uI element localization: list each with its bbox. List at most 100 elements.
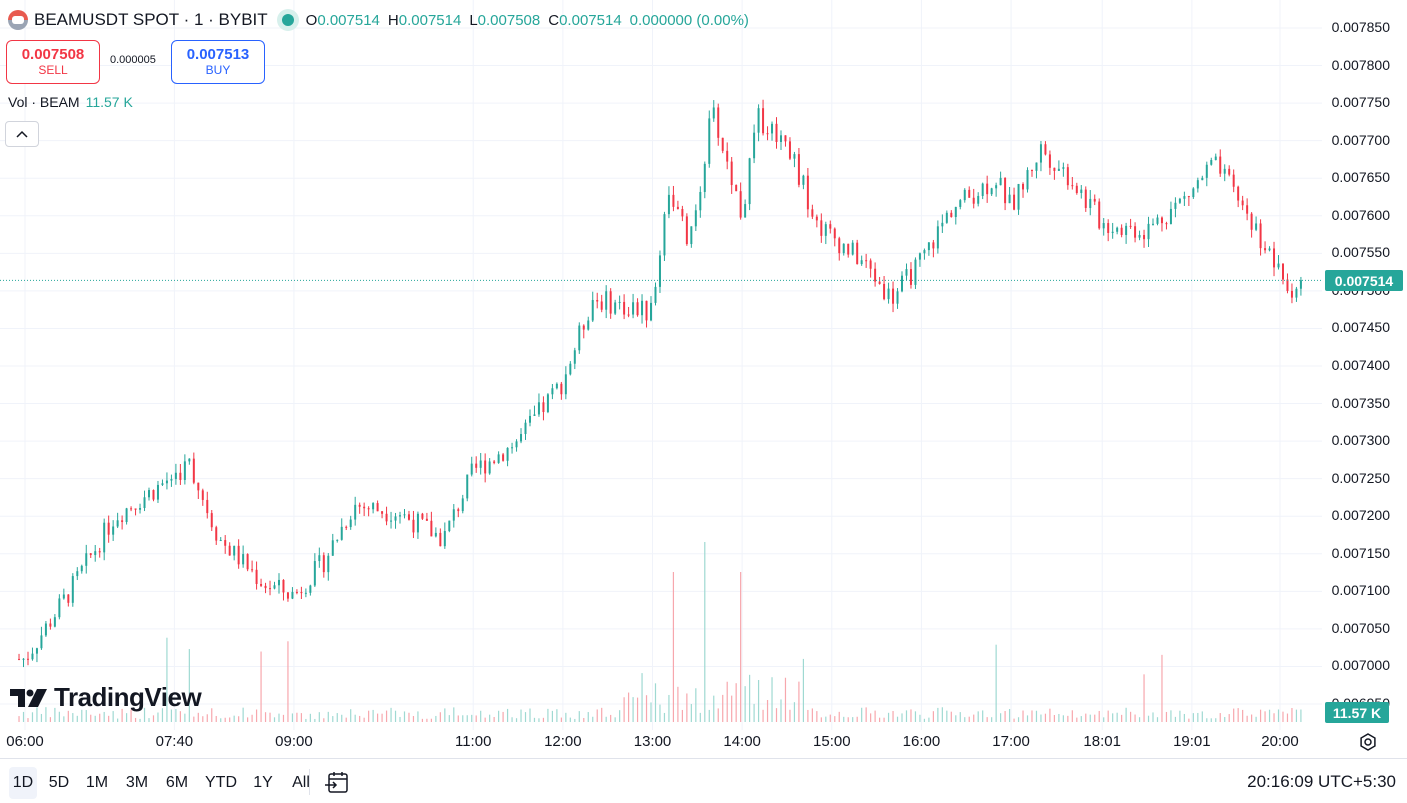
volume-bar bbox=[896, 716, 899, 722]
volume-bar bbox=[408, 712, 410, 722]
volume-bar bbox=[134, 717, 137, 722]
volume-bar bbox=[1067, 715, 1069, 722]
volume-bar bbox=[878, 717, 881, 722]
range-button-ytd[interactable]: YTD bbox=[205, 774, 237, 791]
volume-bar bbox=[18, 716, 20, 722]
candle-body bbox=[614, 302, 617, 314]
candle-body bbox=[188, 458, 191, 462]
time-axis-label: 11:00 bbox=[454, 733, 492, 750]
candle-body bbox=[1030, 170, 1033, 172]
goto-date-icon[interactable] bbox=[324, 770, 350, 796]
volume-bar bbox=[1143, 674, 1145, 722]
candle-body bbox=[269, 588, 272, 590]
symbol-title[interactable]: BEAMUSDT SPOT · 1 · BYBIT bbox=[34, 10, 268, 29]
tradingview-wordmark: TradingView bbox=[54, 682, 202, 712]
timezone-clock[interactable]: 20:16:09 UTC+5:30 bbox=[1247, 772, 1396, 791]
volume-bar bbox=[941, 707, 943, 722]
volume-bar bbox=[574, 718, 576, 722]
price-axis-label: 0.007150 bbox=[1331, 544, 1390, 561]
market-open-icon[interactable] bbox=[281, 14, 294, 26]
candle-body bbox=[591, 299, 594, 321]
volume-bar bbox=[327, 711, 329, 722]
candle-body bbox=[457, 509, 460, 512]
volume-bar bbox=[81, 709, 83, 722]
range-button-1d[interactable]: 1D bbox=[9, 767, 37, 799]
settings-gear-icon[interactable] bbox=[1358, 732, 1378, 752]
price-axis-label: 0.007050 bbox=[1331, 619, 1390, 636]
volume-bar bbox=[1134, 714, 1136, 722]
range-button-1m[interactable]: 1M bbox=[85, 774, 109, 791]
chart-canvas[interactable] bbox=[0, 0, 1407, 760]
candle-body bbox=[1165, 223, 1168, 225]
candle-body bbox=[201, 490, 204, 500]
price-axis-label: 0.007600 bbox=[1331, 206, 1390, 223]
candle-body bbox=[1152, 223, 1155, 225]
candle-body bbox=[546, 394, 549, 413]
buy-button[interactable]: 0.007513 BUY bbox=[171, 40, 265, 84]
candle-body bbox=[277, 579, 280, 586]
volume-bar bbox=[1170, 710, 1172, 722]
volume-bar bbox=[385, 710, 388, 722]
candle-body bbox=[228, 545, 231, 556]
range-button-6m[interactable]: 6M bbox=[165, 774, 189, 791]
time-axis-label: 09:00 bbox=[275, 733, 313, 750]
volume-legend[interactable]: Vol · BEAM 11.57 K bbox=[8, 94, 133, 110]
candle-body bbox=[766, 133, 769, 135]
volume-bar bbox=[650, 702, 652, 722]
range-button-5d[interactable]: 5D bbox=[48, 774, 70, 791]
price-axis-label: 0.007550 bbox=[1331, 244, 1390, 261]
candle-body bbox=[170, 479, 173, 481]
volume-bar bbox=[937, 707, 939, 722]
candle-body bbox=[264, 585, 267, 589]
volume-bar bbox=[444, 708, 446, 722]
candle-body bbox=[1053, 167, 1056, 171]
volume-bar bbox=[887, 712, 890, 722]
candle-body bbox=[179, 472, 182, 480]
candle-body bbox=[1160, 217, 1163, 224]
candle-body bbox=[246, 554, 249, 570]
volume-bar bbox=[605, 716, 607, 722]
candle-body bbox=[887, 288, 890, 300]
volume-bar bbox=[744, 686, 746, 722]
range-button-all[interactable]: All bbox=[292, 774, 310, 791]
candle-body bbox=[596, 299, 599, 302]
candle-body bbox=[475, 463, 478, 468]
volume-bar bbox=[771, 677, 773, 722]
candle-body bbox=[470, 463, 473, 475]
volume-bar bbox=[170, 709, 173, 722]
volume-bar bbox=[435, 715, 437, 722]
volume-bar bbox=[529, 708, 531, 722]
collapse-legend-button[interactable] bbox=[5, 121, 39, 147]
volume-bar bbox=[85, 710, 87, 722]
volume-bar bbox=[421, 718, 424, 722]
candle-body bbox=[71, 576, 74, 603]
candle-body bbox=[726, 150, 729, 162]
sell-button[interactable]: 0.007508 SELL bbox=[6, 40, 100, 84]
volume-bar bbox=[1174, 716, 1177, 722]
volume-bar bbox=[175, 709, 177, 722]
volume-bar bbox=[148, 718, 150, 722]
candle-body bbox=[67, 594, 70, 603]
volume-bar bbox=[1156, 717, 1159, 722]
candle-body bbox=[578, 325, 581, 351]
candle-body bbox=[712, 107, 715, 119]
candle-body bbox=[694, 210, 697, 227]
volume-bar bbox=[372, 709, 374, 722]
range-button-3m[interactable]: 3M bbox=[125, 774, 149, 791]
candle-body bbox=[94, 551, 97, 556]
candle-body bbox=[600, 301, 603, 310]
candle-body bbox=[125, 508, 128, 523]
candle-body bbox=[174, 472, 177, 480]
volume-bar bbox=[108, 715, 110, 722]
tradingview-logo[interactable]: TradingView bbox=[10, 682, 202, 713]
candle-body bbox=[1071, 185, 1074, 187]
volume-bar bbox=[202, 716, 204, 722]
range-button-1y[interactable]: 1Y bbox=[253, 774, 273, 791]
volume-bar bbox=[1242, 709, 1244, 722]
volume-bar bbox=[381, 713, 383, 722]
candle-body bbox=[407, 514, 410, 520]
candle-body bbox=[1134, 226, 1137, 238]
price-change: 0.000000 (0.00%) bbox=[629, 11, 749, 29]
volume-bar bbox=[865, 707, 867, 722]
volume-bar bbox=[1224, 717, 1226, 722]
